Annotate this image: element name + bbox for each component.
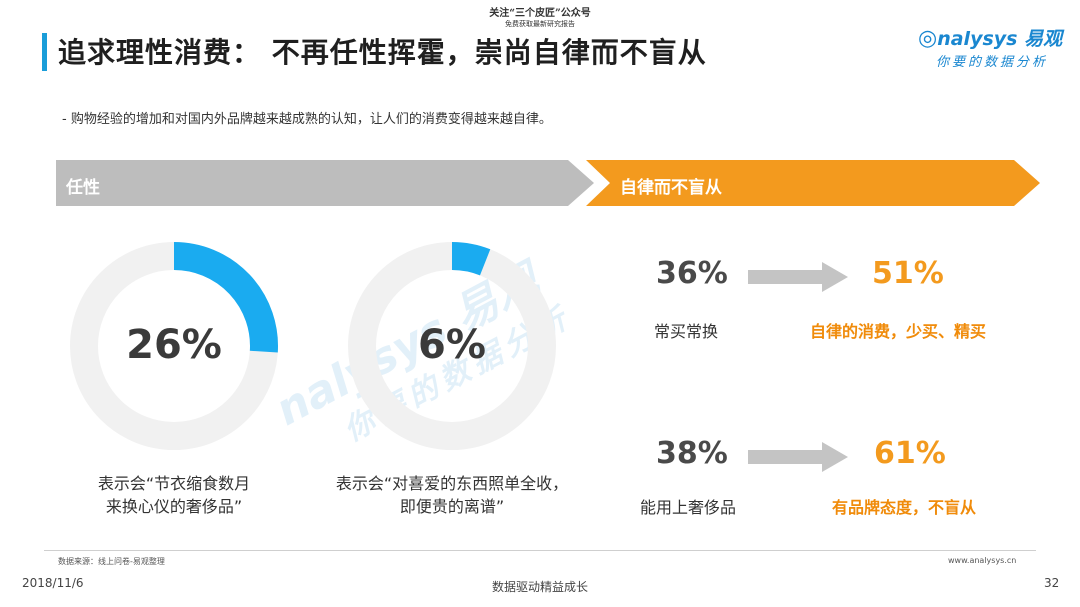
comparison-1-before-label: 常买常换 [654,322,719,341]
comparison-1-before: 36% [656,256,728,291]
title-accent-bar [42,33,47,71]
footer-slogan: 数据驱动精益成长 [491,580,588,594]
comparison-2-after-label: 有品牌态度，不盲从 [832,498,977,517]
website-link[interactable]: www.analysys.cn [948,556,1017,565]
donut-2-caption-line2: 即便贵的离谱” [399,497,505,516]
logo-text: nalysys 易观 [937,28,1063,50]
donut-2-caption-line1: 表示会“对喜爱的东西照单全收， [335,474,569,493]
donut-1-caption-line2: 来换心仪的奢侈品” [105,497,243,516]
banner-label-left: 任性 [66,178,100,198]
comparison-2-arrow-icon [748,442,848,472]
comparison-2-after: 61% [874,436,946,471]
footer-date: 2018/11/6 [22,576,84,590]
donut-chart-1 [70,242,278,450]
donut-2-value: 6% [418,322,486,368]
data-source: 数据来源：线上问卷-易观整理 [58,557,165,566]
promo-line-2: 免费获取最新研究报告 [505,20,575,28]
footer-divider [44,550,1036,551]
donut-2-segment [451,242,491,276]
donut-1-value: 26% [126,322,222,368]
donut-2-caption: 表示会“对喜爱的东西照单全收， 即便贵的离谱” [312,472,592,518]
donut-1-segment [173,242,278,353]
banner-arrow-gray [56,160,594,206]
promo-line-1: 关注“三个皮匠”公众号 [489,8,591,19]
logo-swirl-icon: ◎ [918,26,938,51]
banner-arrow-orange [586,160,1040,206]
donut-chart-2 [348,242,556,450]
logo-tagline: 你要的数据分析 [936,55,1049,70]
donut-1-caption-line1: 表示会“节衣缩食数月 [97,474,251,493]
page-number: 32 [1044,576,1060,590]
comparison-2-before: 38% [656,436,728,471]
donut-1-caption: 表示会“节衣缩食数月 来换心仪的奢侈品” [64,472,284,518]
comparison-1-after: 51% [872,256,944,291]
banner-label-right: 自律而不盲从 [620,178,722,198]
page-title: 追求理性消费： 不再任性挥霍，崇尚自律而不盲从 [58,36,707,69]
analysys-logo: ◎nalysys 易观 [918,24,1062,51]
comparison-2-before-label: 能用上奢侈品 [640,498,737,517]
comparison-1-arrow-icon [748,262,848,292]
comparison-1-after-label: 自律的消费，少买、精买 [810,322,987,341]
bullet-text: - 购物经验的增加和对国内外品牌越来越成熟的认知，让人们的消费变得越来越自律。 [62,112,552,127]
